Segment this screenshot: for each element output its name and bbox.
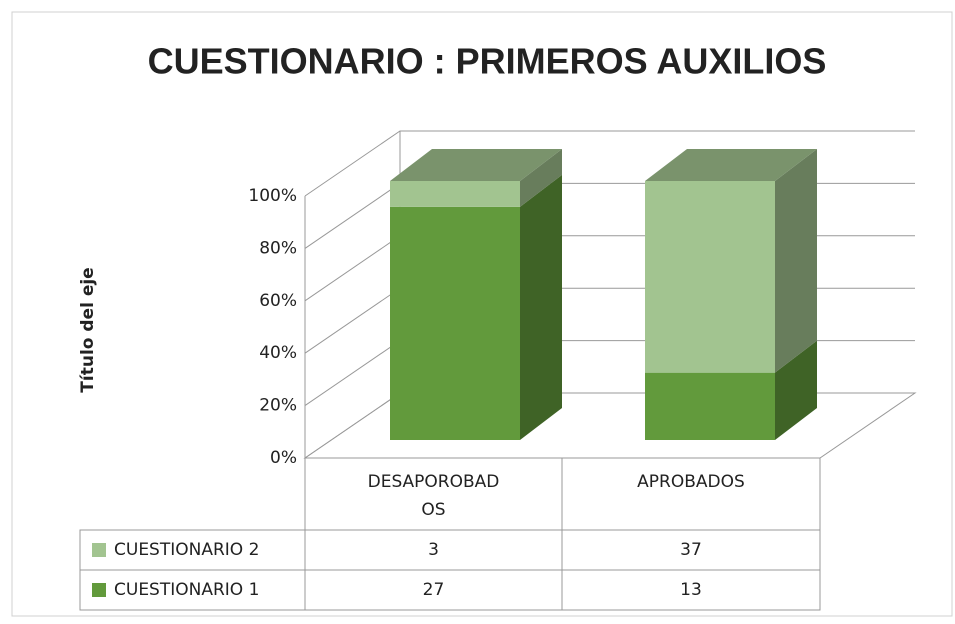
bar-top	[390, 149, 562, 181]
y-tick-label: 20%	[259, 396, 297, 416]
bar-front	[390, 206, 520, 440]
grid-line	[304, 130, 915, 197]
x-tick-label: APROBADOS	[637, 472, 745, 492]
y-tick-label: 40%	[259, 343, 297, 363]
bar-side	[775, 340, 817, 440]
bar	[645, 149, 817, 373]
bar-side	[775, 149, 817, 373]
legend-label: CUESTIONARIO 1	[114, 580, 259, 600]
legend-key	[92, 543, 106, 557]
y-tick-label: 80%	[259, 238, 297, 258]
y-axis-title: Título del eje	[78, 267, 98, 392]
y-tick-label: 100%	[248, 186, 297, 206]
y-tick-label: 0%	[270, 448, 297, 468]
legend-key	[92, 583, 106, 597]
legend-label: CUESTIONARIO 2	[114, 540, 259, 560]
bar	[645, 340, 817, 440]
bar	[390, 174, 562, 440]
table-value: 3	[428, 540, 439, 560]
bar-front	[645, 372, 775, 440]
bar-side	[520, 149, 562, 207]
table-value: 13	[680, 580, 702, 600]
chart-title: CUESTIONARIO : PRIMEROS AUXILIOS	[148, 41, 827, 82]
y-tick-label: 60%	[259, 291, 297, 311]
bar-side	[520, 174, 562, 440]
bar	[390, 149, 562, 207]
x-tick-label: DESAPOROBAD OS	[368, 472, 500, 520]
table-value: 27	[423, 580, 445, 600]
table-value: 37	[680, 540, 702, 560]
bar-top	[645, 149, 817, 181]
bar-front	[390, 181, 520, 207]
bar-front	[645, 181, 775, 373]
